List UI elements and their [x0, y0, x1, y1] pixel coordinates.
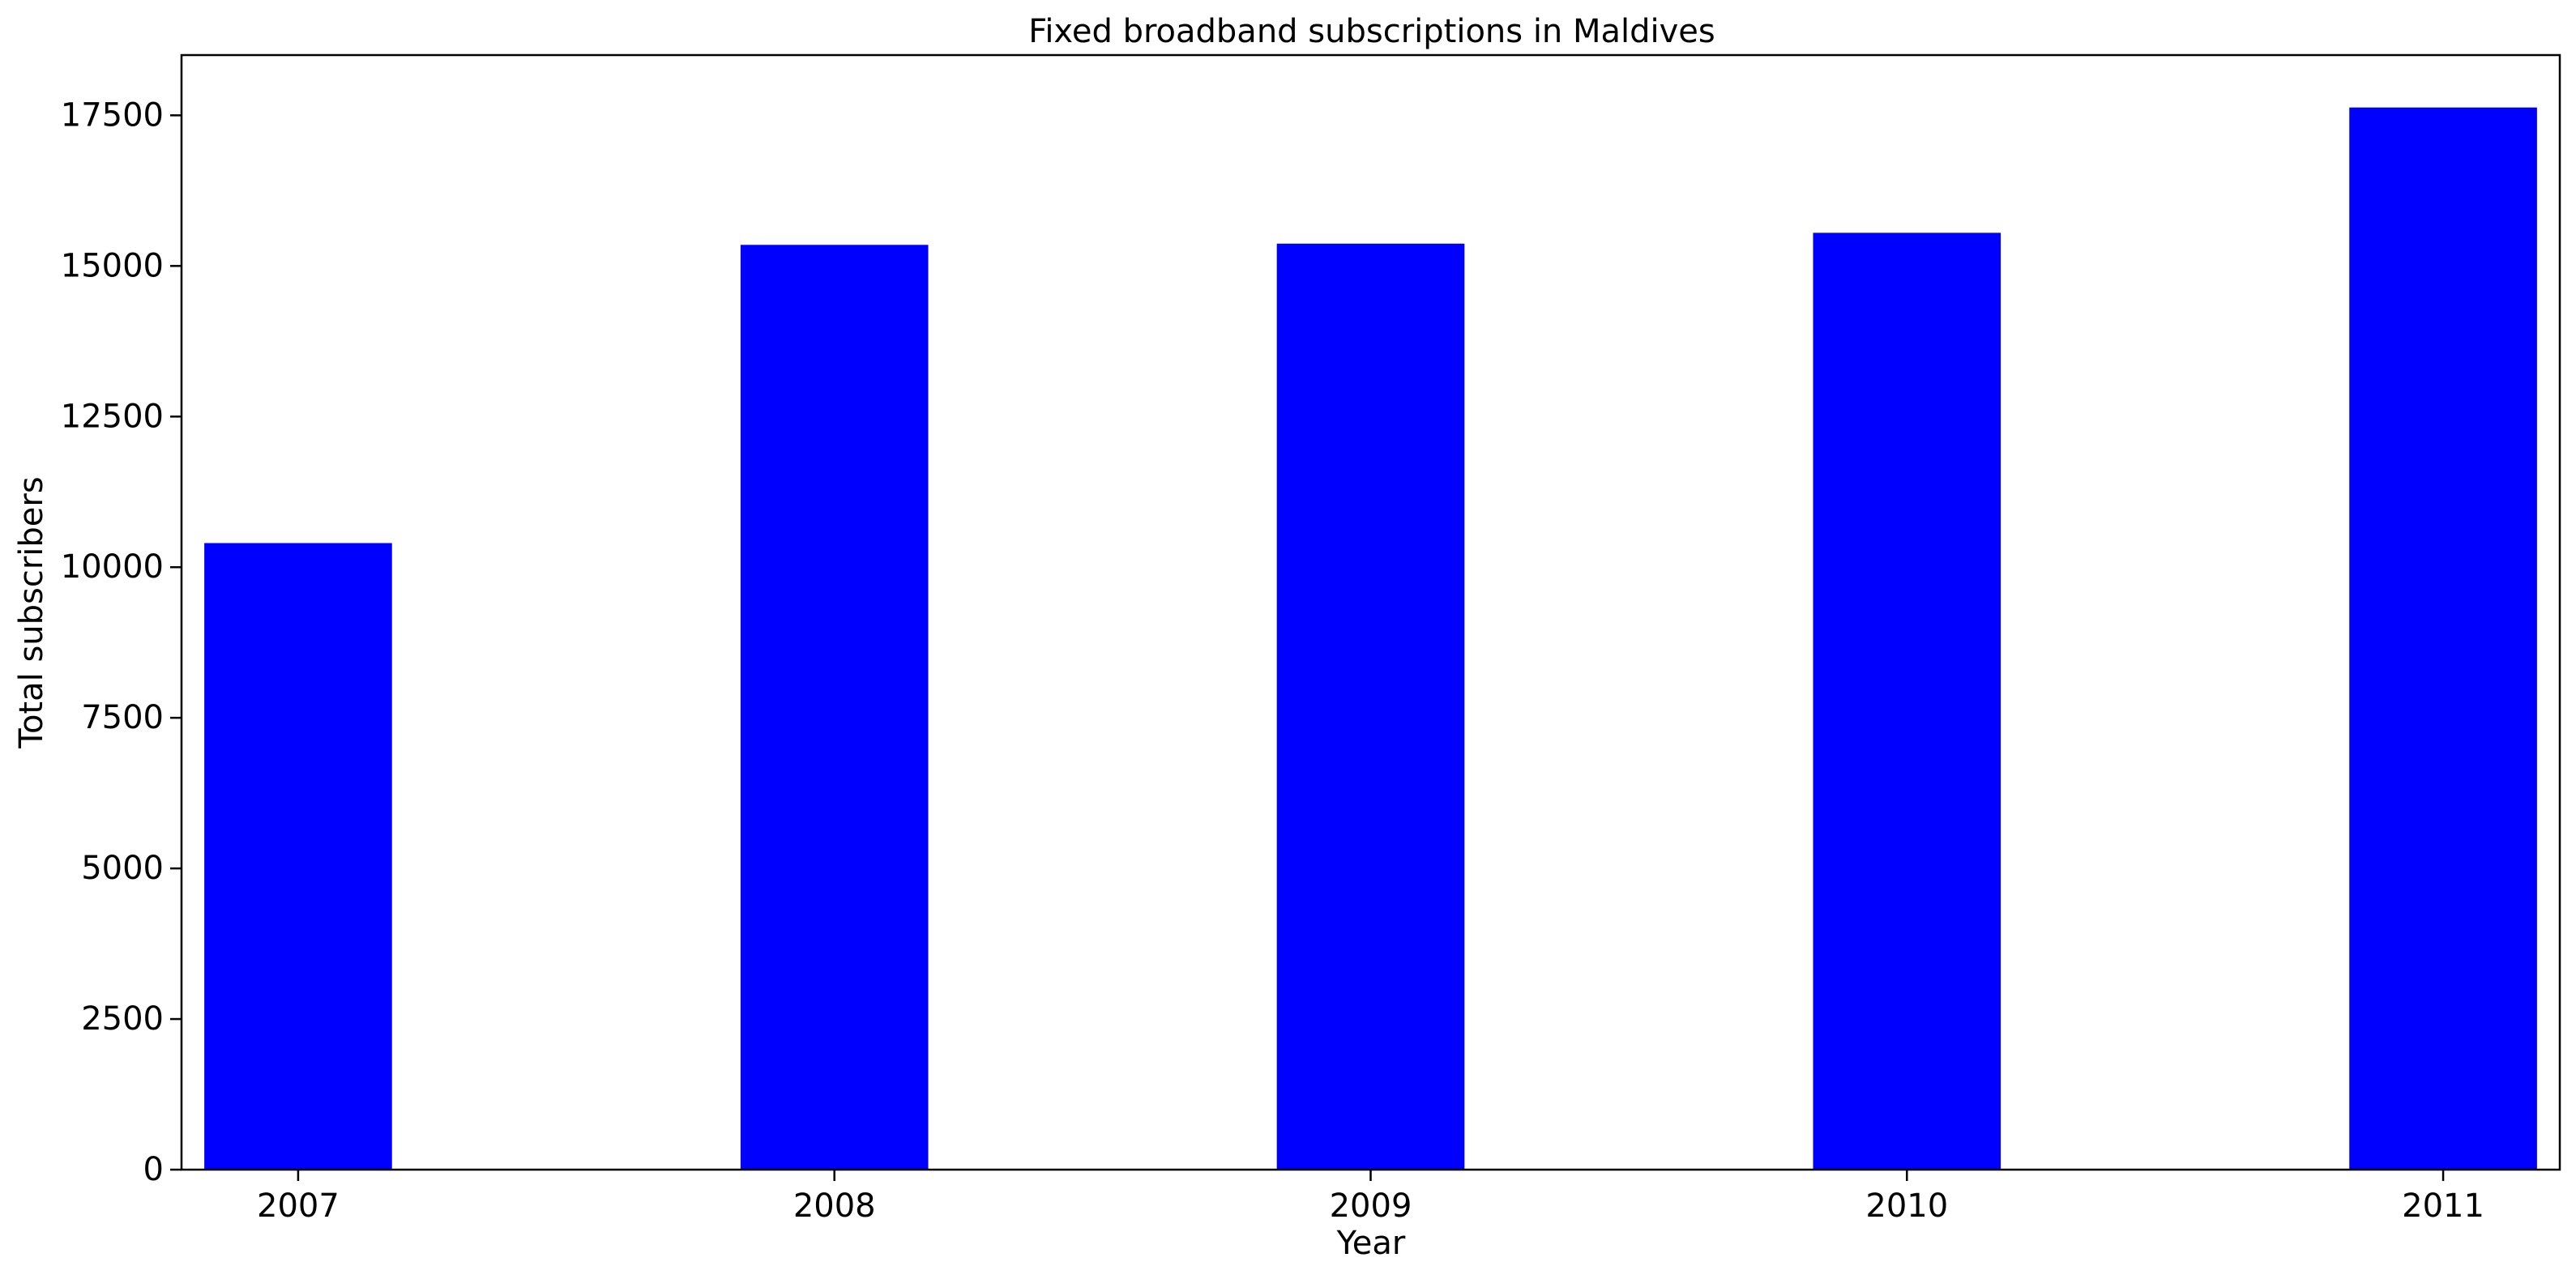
bar-2008	[740, 245, 929, 1170]
y-tick-label: 0	[143, 1151, 164, 1188]
bar-2011	[2349, 107, 2537, 1170]
chart-title: Fixed broadband subscriptions in Maldive…	[1028, 13, 1715, 50]
y-tick-label: 7500	[81, 699, 164, 736]
x-tick-label: 2009	[1330, 1187, 1412, 1225]
x-axis-ticks: 2007 2008 2009 2010 2011	[257, 1170, 2484, 1225]
y-tick-label: 2500	[81, 1000, 164, 1038]
x-axis-label: Year	[1336, 1225, 1406, 1262]
x-tick-label: 2010	[1865, 1187, 1948, 1225]
y-tick-label: 10000	[61, 548, 164, 586]
bar-2007	[204, 543, 392, 1170]
bar-2009	[1276, 243, 1465, 1170]
bar-2010	[1813, 232, 2001, 1170]
y-tick-label: 17500	[61, 96, 164, 134]
bars-group	[204, 107, 2537, 1170]
y-tick-label: 15000	[61, 247, 164, 284]
x-tick-label: 2007	[257, 1187, 340, 1225]
y-tick-label: 12500	[61, 398, 164, 435]
y-tick-label: 5000	[81, 850, 164, 887]
x-tick-label: 2008	[793, 1187, 876, 1225]
y-axis-label: Total subscribers	[13, 476, 50, 748]
x-tick-label: 2011	[2402, 1187, 2484, 1225]
plot-area-frame	[180, 53, 2561, 1171]
y-axis-ticks: 0 2500 5000 7500 10000 12500 15000 17500	[61, 96, 182, 1188]
